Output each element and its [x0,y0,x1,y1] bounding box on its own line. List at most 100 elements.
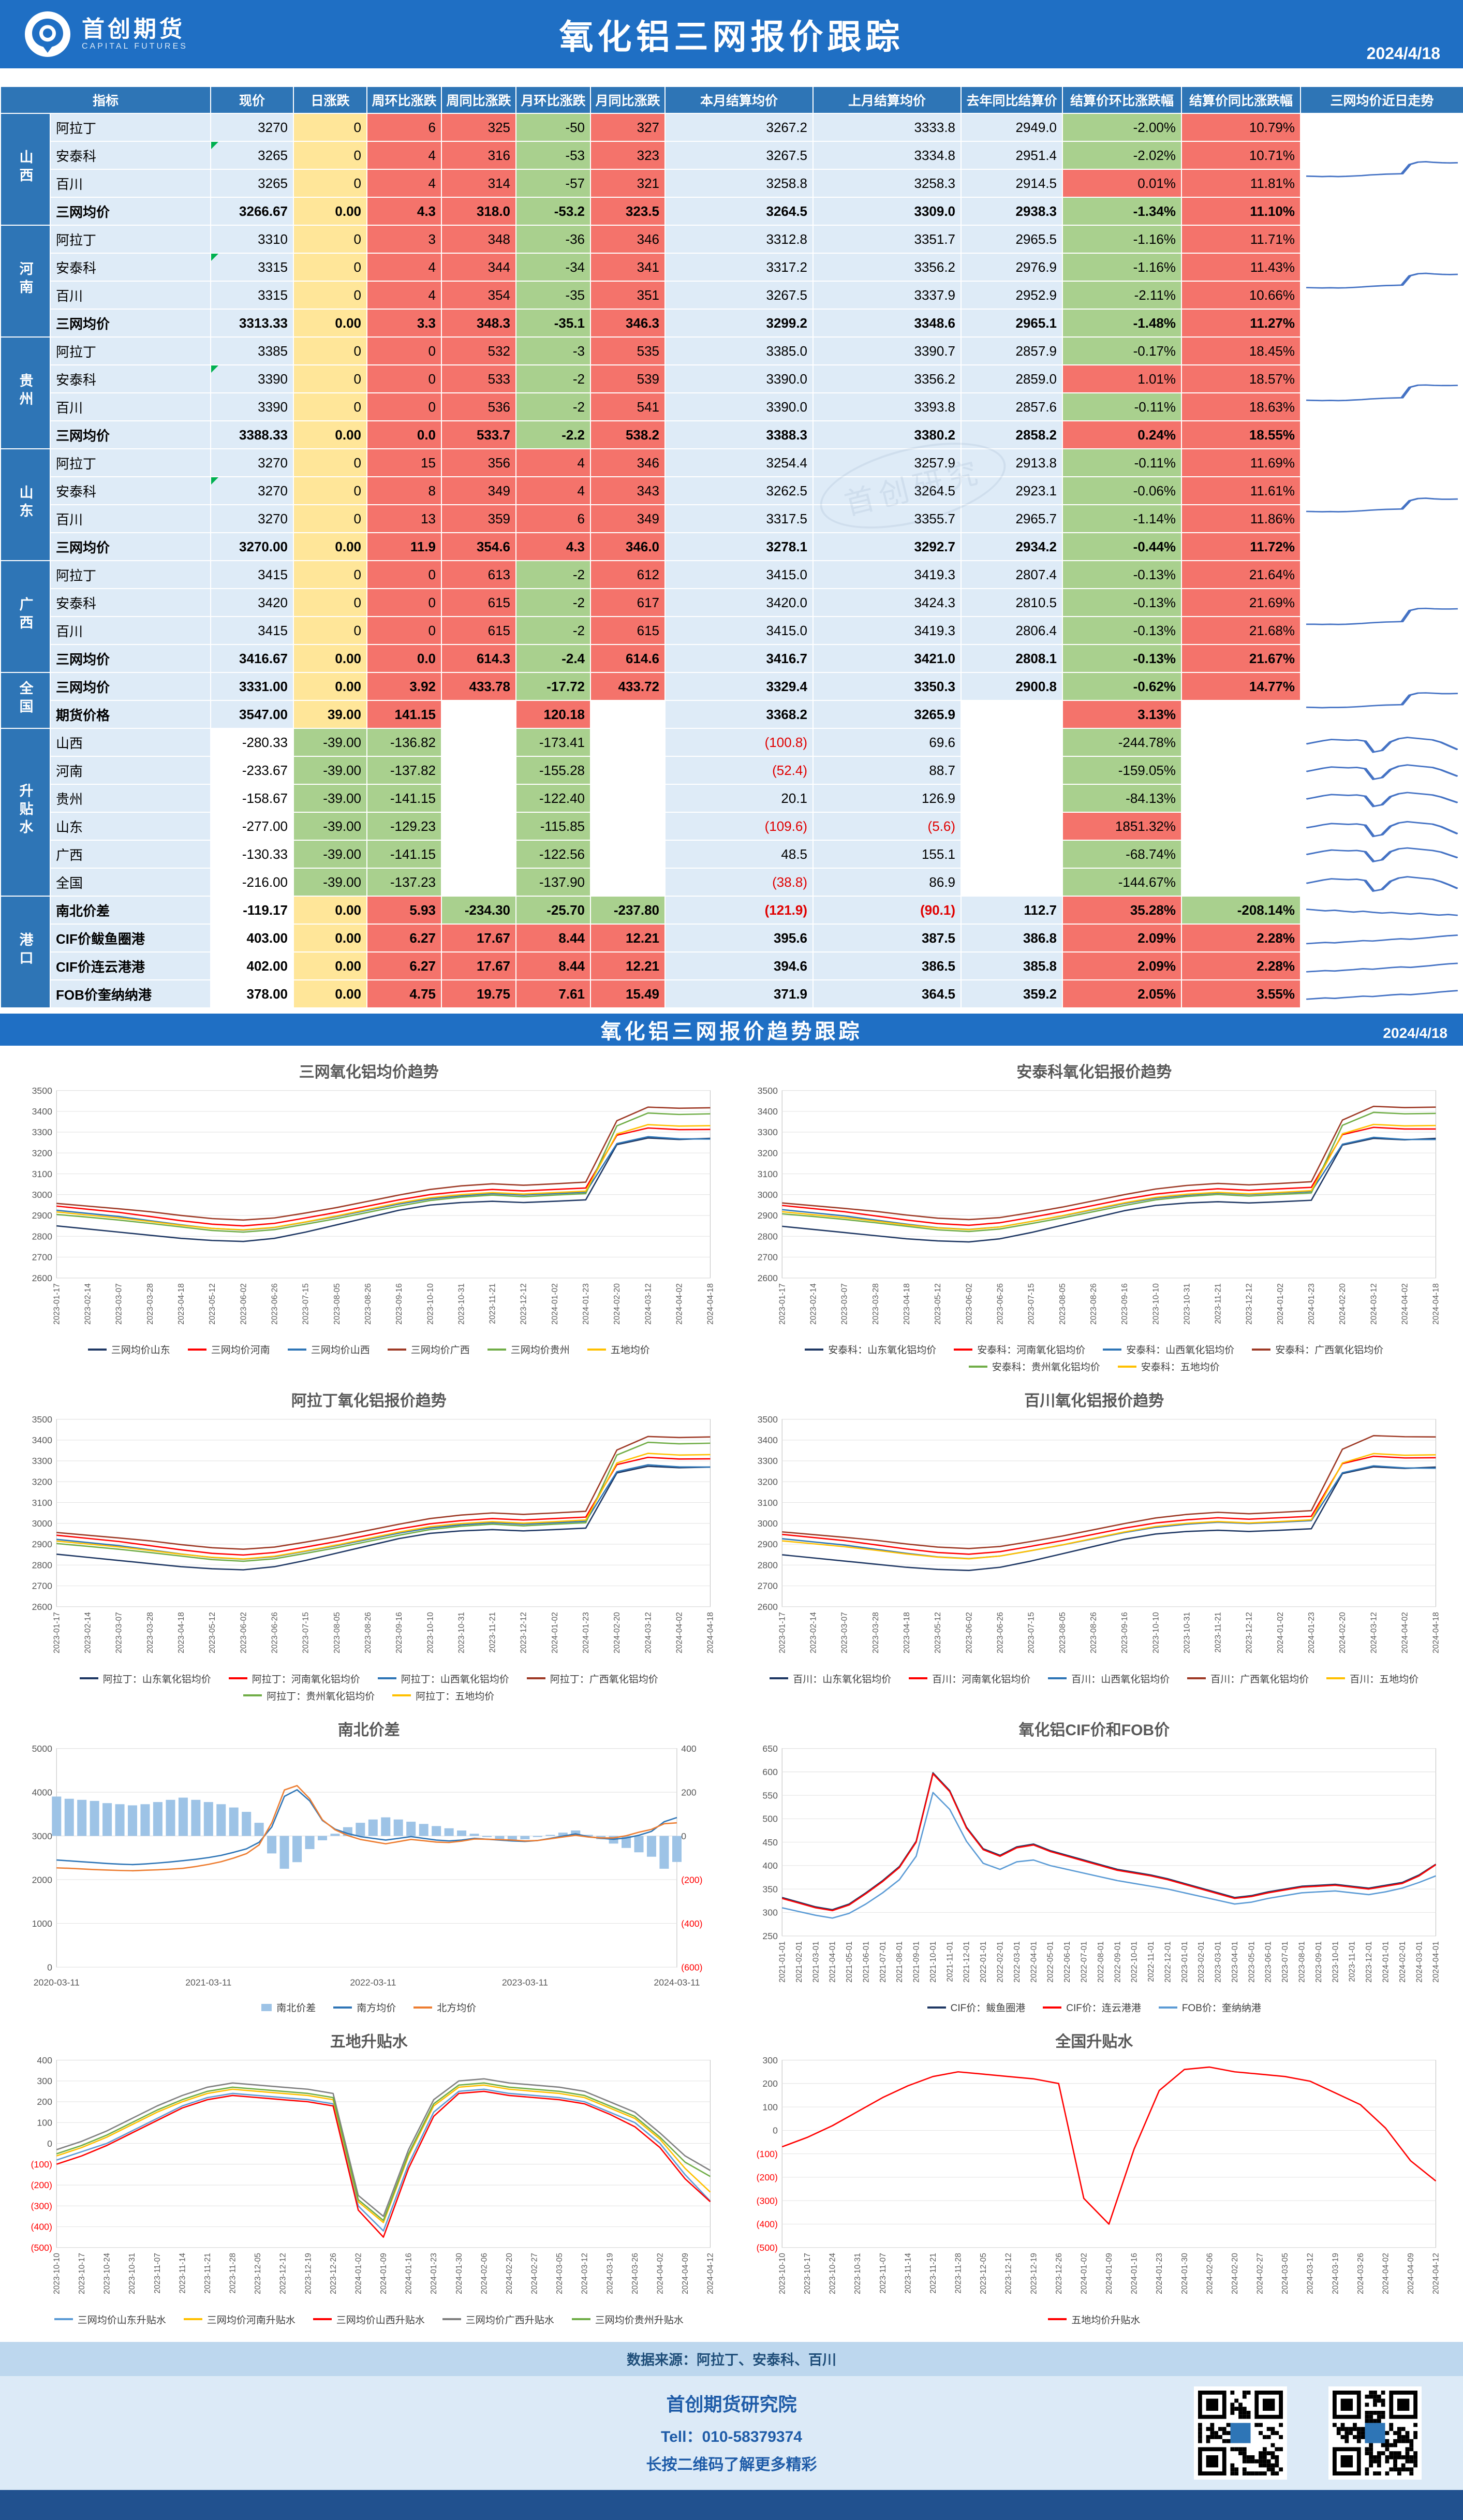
table-cell: 3348.6 [812,309,962,338]
table-cell: 3312.8 [664,225,814,254]
table-cell: 21.69% [1181,588,1302,617]
table-cell: -2 [515,364,592,393]
trend-section-title: 氧化铝三网报价趋势跟踪 [600,1020,863,1043]
svg-text:2023-06-26: 2023-06-26 [271,1613,279,1654]
footer-contact: 首创期货研究院 Tell：010-58379374 长按二维码了解更多精彩 [0,2376,1463,2490]
legend-swatch [1326,1677,1346,1680]
table-cell: 3420 [210,588,294,617]
table-cell: 3265 [210,141,294,170]
row-indicator-label: 山西 [49,728,212,757]
svg-text:2022-09-01: 2022-09-01 [1113,1941,1122,1983]
svg-text:2024-04-02: 2024-04-02 [1400,1283,1409,1325]
table-cell: -173.41 [515,728,592,757]
svg-text:650: 650 [762,1744,778,1754]
table-cell: 4 [515,448,592,477]
svg-text:2023-10-31: 2023-10-31 [1183,1283,1191,1325]
trend-sparkline-cell [1300,868,1463,897]
svg-text:2023-03-07: 2023-03-07 [840,1283,849,1325]
table-cell: 533 [441,364,517,393]
table-cell: -119.17 [210,896,294,925]
sparkline [1306,497,1458,512]
table-cell: 1851.32% [1062,812,1183,841]
svg-text:4000: 4000 [32,1787,52,1797]
table-cell: -57 [515,169,592,198]
sparkline [1306,607,1458,625]
table-cell: 3416.67 [210,644,294,673]
svg-text:2900: 2900 [757,1540,777,1550]
svg-text:2023-07-15: 2023-07-15 [302,1283,311,1325]
table-cell: -0.11% [1062,448,1183,477]
chart-legend: 百川：山东氧化铝均价 百川：河南氧化铝均价 百川：山西氧化铝均价 百川：广西氧化铝均价… [739,1672,1450,1686]
svg-text:2024-02-01: 2024-02-01 [1398,1941,1407,1983]
svg-text:2024-01-02: 2024-01-02 [551,1283,559,1325]
table-cell: -280.33 [210,728,294,757]
table-cell: 2965.5 [960,225,1063,254]
chart-plot: (500) (400) (300) (200) (100) 0 100 200 300 400 20… [13,2053,725,2311]
table-cell: 0.0 [366,420,442,449]
table-cell: -39.00 [293,812,368,841]
chart-title: 安泰科氧化铝报价趋势 [1016,1064,1172,1081]
row-indicator-label: 百川 [49,616,212,645]
chart-legend: 三网均价山东 三网均价河南 三网均价山西 三网均价广西 三网均价贵州 五地均价 [13,1342,725,1356]
chart-plot: (500) (400) (300) (200) (100) 0 100 200 300 2023-… [739,2053,1450,2311]
legend-item: 安泰科：广西氧化铝均价 [1252,1342,1383,1356]
legend-item: 南北价差 [261,2000,316,2014]
table-cell: 18.57% [1181,364,1302,393]
trend-sparkline-cell [1300,336,1463,449]
sparkline [1306,384,1458,402]
chart-legend: CIF价：鲅鱼圈港 CIF价：连云港港 FOB价：奎纳纳港 [739,2000,1450,2014]
table-row: 安泰科 3390 0 0 533 -2 539 3390.0 3356.2 2859.0 1.01%… [1,364,1463,393]
svg-text:(500): (500) [756,2243,777,2253]
svg-text:3100: 3100 [32,1169,52,1179]
table-cell: 3317.2 [664,253,814,282]
svg-text:2023-09-16: 2023-09-16 [395,1283,404,1325]
svg-text:2023-10-10: 2023-10-10 [1151,1612,1160,1653]
table-cell: -1.34% [1062,197,1183,226]
legend-item: 安泰科：五地均价 [1117,1359,1220,1373]
table-cell: 2857.6 [960,392,1063,421]
table-cell: -39.00 [293,728,368,757]
svg-text:2022-08-01: 2022-08-01 [1096,1941,1105,1983]
legend-item: 安泰科：贵州氧化铝均价 [968,1359,1100,1373]
table-cell: 385.8 [960,951,1063,980]
table-cell: 15.49 [590,979,666,1008]
table-cell: -17.72 [515,672,592,701]
table-row: 百川 3315 0 4 354 -35 351 3267.5 3337.9 2952.9 -2.11… [1,281,1463,310]
table-row: 广西 阿拉丁 3415 0 0 613 -2 612 3415.0 3419.3 2807.4 -0.… [0,560,1463,673]
table-cell: -155.28 [515,756,592,785]
table-row: 港口 南北价差 -119.17 0.00 5.93 -234.30 -25.70 -237.8… [0,896,1463,1008]
table-cell: 0.00 [293,896,368,925]
legend-item: 阿拉丁：山东氧化铝均价 [79,1672,211,1686]
table-cell: 541 [590,392,666,421]
table-row: 百川 3270 0 13 359 6 349 3317.5 3355.7 2965.7 -1.14%… [1,504,1463,533]
table-cell: 2914.5 [960,169,1063,198]
svg-text:2023-06-26: 2023-06-26 [996,1283,1004,1325]
table-cell: 341 [590,253,666,282]
table-cell: 0.01% [1062,169,1183,198]
svg-text:2022-03-11: 2022-03-11 [350,1977,396,1987]
svg-text:2023-09-16: 2023-09-16 [1120,1283,1129,1325]
svg-text:200: 200 [762,2078,778,2089]
table-cell [1181,700,1302,729]
legend-swatch [770,1677,789,1680]
table-cell: 387.5 [812,924,962,953]
svg-text:2023-03-28: 2023-03-28 [871,1283,880,1325]
svg-text:2023-07-15: 2023-07-15 [1027,1612,1036,1653]
table-cell: 318.0 [441,197,517,226]
svg-text:2000: 2000 [32,1874,52,1885]
column-header: 去年同比结算价 [960,86,1063,114]
column-header: 结算价同比涨跌幅 [1181,86,1302,114]
table-cell: 21.64% [1181,560,1302,589]
table-cell: 2.09% [1062,924,1183,953]
svg-text:2023-06-26: 2023-06-26 [271,1283,279,1325]
svg-text:3500: 3500 [757,1414,777,1425]
svg-text:2600: 2600 [757,1273,777,1283]
table-cell: 3333.8 [812,113,962,142]
table-cell: 0 [366,392,442,421]
table-cell: 120.18 [515,700,592,729]
chart-legend: 南北价差 南方均价 北方均价 [13,2000,725,2014]
table-cell: -36 [515,225,592,254]
svg-text:2023-12-12: 2023-12-12 [1245,1613,1253,1654]
qr-code-right [1328,2386,1422,2480]
table-cell [960,840,1063,869]
